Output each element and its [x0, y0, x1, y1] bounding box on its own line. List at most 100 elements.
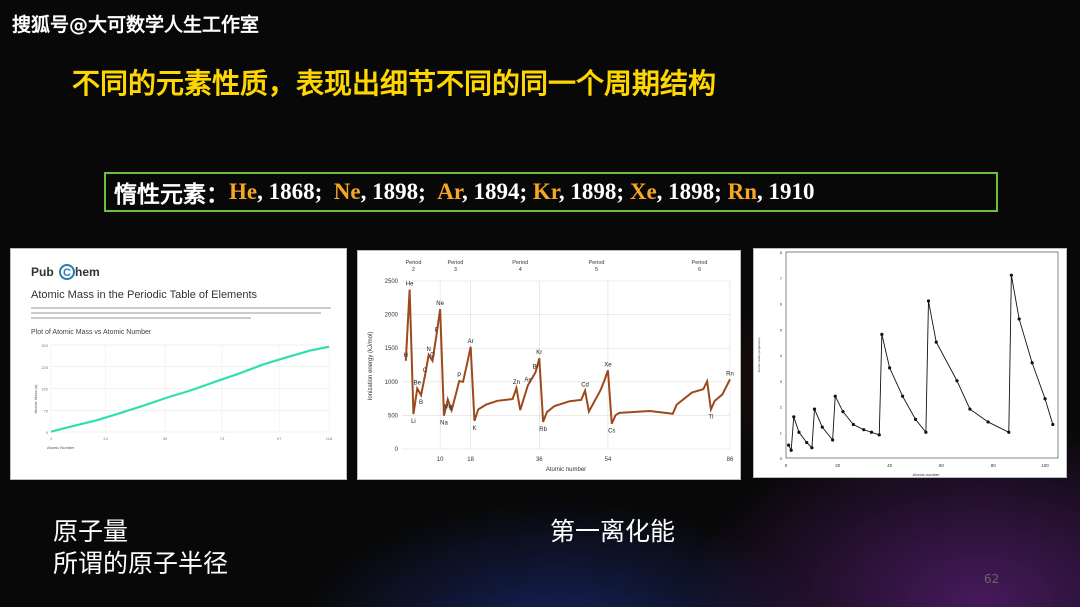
- x-tick-label: 54: [605, 457, 612, 463]
- y-tick-label: 6: [780, 302, 783, 307]
- element-label: B: [419, 400, 423, 406]
- period-label: Period: [405, 260, 421, 266]
- x-tick-label: 118: [326, 436, 333, 441]
- element-label: F: [434, 328, 438, 334]
- x-tick-label: 100: [1041, 463, 1049, 468]
- description-line: [31, 312, 321, 314]
- element-label: Zn: [513, 380, 520, 386]
- x-tick-label: 49: [163, 436, 168, 441]
- data-point: [792, 415, 796, 419]
- discovery-year: , 1894;: [462, 179, 533, 204]
- page-number: 62: [984, 572, 1000, 586]
- y-tick-label: 2000: [385, 313, 399, 319]
- y-tick-label: 3: [780, 379, 783, 384]
- discovery-year: , 1898;: [656, 179, 728, 204]
- pubchem-logo-circle: [59, 264, 75, 280]
- caption-ionization-energy: 第一离化能: [550, 517, 676, 546]
- discovery-year: , 1910: [757, 179, 815, 204]
- element-label: Rn: [726, 371, 734, 377]
- element-symbol: He: [229, 179, 258, 204]
- y-tick-label: 4: [780, 353, 783, 358]
- x-axis-label: Atomic Number: [47, 445, 75, 450]
- data-point: [789, 448, 793, 452]
- data-point: [833, 394, 837, 398]
- element-symbol: Ar: [437, 179, 462, 204]
- element-symbol: Kr: [532, 179, 559, 204]
- data-point: [926, 299, 931, 303]
- inert-item: Ne, 1898;: [334, 179, 438, 205]
- data-point: [820, 425, 824, 429]
- atomic-mass-series: [50, 345, 330, 433]
- x-axis-label: Atomic number: [913, 472, 941, 477]
- element-label: Br: [532, 364, 538, 370]
- element-label: Na: [440, 421, 448, 427]
- element-label: Cd: [581, 383, 589, 389]
- period-number: 5: [595, 267, 598, 273]
- element-label: Rb: [539, 427, 547, 433]
- element-label: C: [423, 368, 428, 374]
- y-tick-label: 500: [388, 413, 399, 419]
- data-point: [831, 438, 835, 442]
- x-tick-label: 60: [939, 463, 945, 468]
- data-point: [797, 430, 801, 434]
- y-tick-label: 2500: [385, 279, 399, 285]
- y-tick-label: 1000: [385, 380, 399, 386]
- data-point: [862, 428, 866, 432]
- y-tick-label: 1500: [385, 346, 399, 352]
- period-label: Period: [447, 260, 463, 266]
- y-tick-label: 1: [780, 430, 783, 435]
- period-label: Period: [692, 260, 708, 266]
- data-point: [877, 433, 881, 437]
- element-label: P: [457, 373, 461, 379]
- element-label: Ne: [436, 301, 444, 307]
- discovery-year: , 1868;: [257, 179, 334, 204]
- atomic-radius-chart: 8 7 6 5 4 3 2 1 0 0 20 40 60 80 100 Atomic radius (an…: [757, 250, 1059, 477]
- y-tick-label: 0: [46, 430, 49, 435]
- watermark: 搜狐号@大可数学人生工作室: [12, 14, 260, 36]
- data-point: [880, 332, 884, 336]
- data-point: [869, 430, 874, 434]
- element-label: Li: [411, 419, 416, 425]
- data-point: [924, 430, 928, 434]
- inert-elements-box: 惰性元素： He, 1868; Ne, 1898; Ar, 1894; Kr, …: [104, 172, 998, 212]
- period-label: Period: [512, 260, 528, 266]
- period-number: 4: [519, 267, 522, 273]
- element-label: Kr: [536, 350, 542, 356]
- panel-heading: Atomic Mass in the Periodic Table of Ele…: [31, 289, 258, 301]
- element-label: N: [427, 347, 431, 353]
- x-tick-label: 36: [536, 457, 543, 463]
- data-point: [841, 410, 845, 414]
- element-label: Ar: [468, 339, 474, 345]
- period-number: 2: [412, 267, 415, 273]
- data-point: [810, 446, 814, 450]
- x-tick-label: 18: [467, 457, 474, 463]
- plot-title: Plot of Atomic Mass vs Atomic Number: [31, 329, 152, 336]
- ionization-energy-series: [404, 289, 731, 425]
- x-tick-label: 97: [277, 436, 282, 441]
- period-number: 3: [454, 267, 457, 273]
- inert-label: 惰性元素：: [114, 182, 229, 208]
- element-label: K: [472, 426, 476, 432]
- y-tick-label: 225: [41, 365, 48, 370]
- element-label: As: [524, 377, 531, 383]
- pubchem-logo-hem: hem: [75, 265, 100, 279]
- caption-atomic-radius: 所谓的原子半径: [53, 549, 229, 578]
- inert-item: Ar, 1894;: [437, 179, 533, 205]
- element-label: Cs: [608, 429, 615, 435]
- data-point: [1043, 397, 1047, 401]
- discovery-year: , 1898;: [360, 179, 438, 204]
- description-line: [31, 307, 331, 309]
- discovery-year: , 1898;: [558, 179, 630, 204]
- element-label: H: [404, 353, 408, 359]
- inert-item: Xe, 1898;: [630, 179, 728, 205]
- y-tick-label: 8: [780, 250, 783, 255]
- x-tick-label: 86: [727, 457, 734, 463]
- inert-item: Rn, 1910: [728, 179, 815, 205]
- data-point: [934, 340, 938, 344]
- inert-item: He, 1868;: [229, 179, 334, 205]
- y-tick-label: 7: [780, 276, 783, 281]
- data-point: [786, 443, 791, 447]
- y-tick-label: 75: [44, 408, 49, 413]
- x-tick-label: 10: [437, 457, 444, 463]
